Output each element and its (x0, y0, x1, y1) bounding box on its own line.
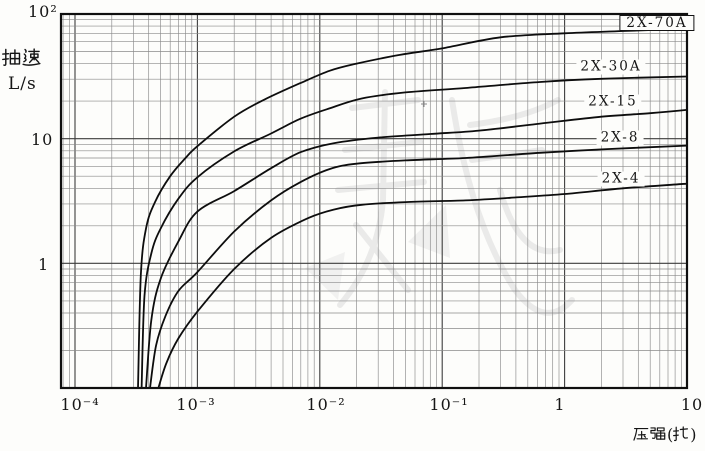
curve-label-2x-8: 2X-8 (596, 130, 644, 146)
cjk-glyph (633, 427, 649, 441)
x-tick-1e-3: 10⁻³ (176, 395, 216, 414)
curve-2x-15 (145, 109, 687, 388)
x-tick-1e-1: 10⁻¹ (429, 395, 469, 414)
curve-label-2x-30a: 2X-30A (576, 59, 646, 75)
curve-label-2x-4: 2X-4 (597, 171, 645, 187)
cjk-glyph (22, 48, 41, 66)
plot-frame (59, 12, 689, 390)
curve-label-2x-15: 2X-15 (584, 94, 642, 110)
curves (137, 28, 687, 388)
curve-2x-70a (137, 28, 687, 388)
x-axis-title: () (633, 425, 697, 444)
x-tick-1e-4: 10⁻⁴ (60, 395, 100, 414)
curve-2x-8 (149, 144, 687, 388)
x-tick-10: 10 (680, 395, 704, 414)
y-axis-unit: L/s (8, 74, 37, 94)
cjk-glyph (650, 427, 666, 440)
curve-label-2x-70a: 2X-70A (619, 15, 695, 31)
curve-2x-4 (157, 182, 687, 388)
y-tick-1: 1 (38, 255, 50, 274)
x-tick-1e-2: 10⁻² (306, 395, 346, 414)
cjk-glyph (2, 48, 21, 66)
y-tick-100: 10² (28, 2, 58, 21)
y-axis-title (2, 48, 42, 70)
cjk-glyph (673, 426, 689, 442)
curve-2x-30a (140, 75, 687, 388)
x-tick-1: 1 (554, 395, 566, 414)
y-tick-10: 10 (31, 130, 54, 149)
scan-speck (421, 101, 427, 107)
